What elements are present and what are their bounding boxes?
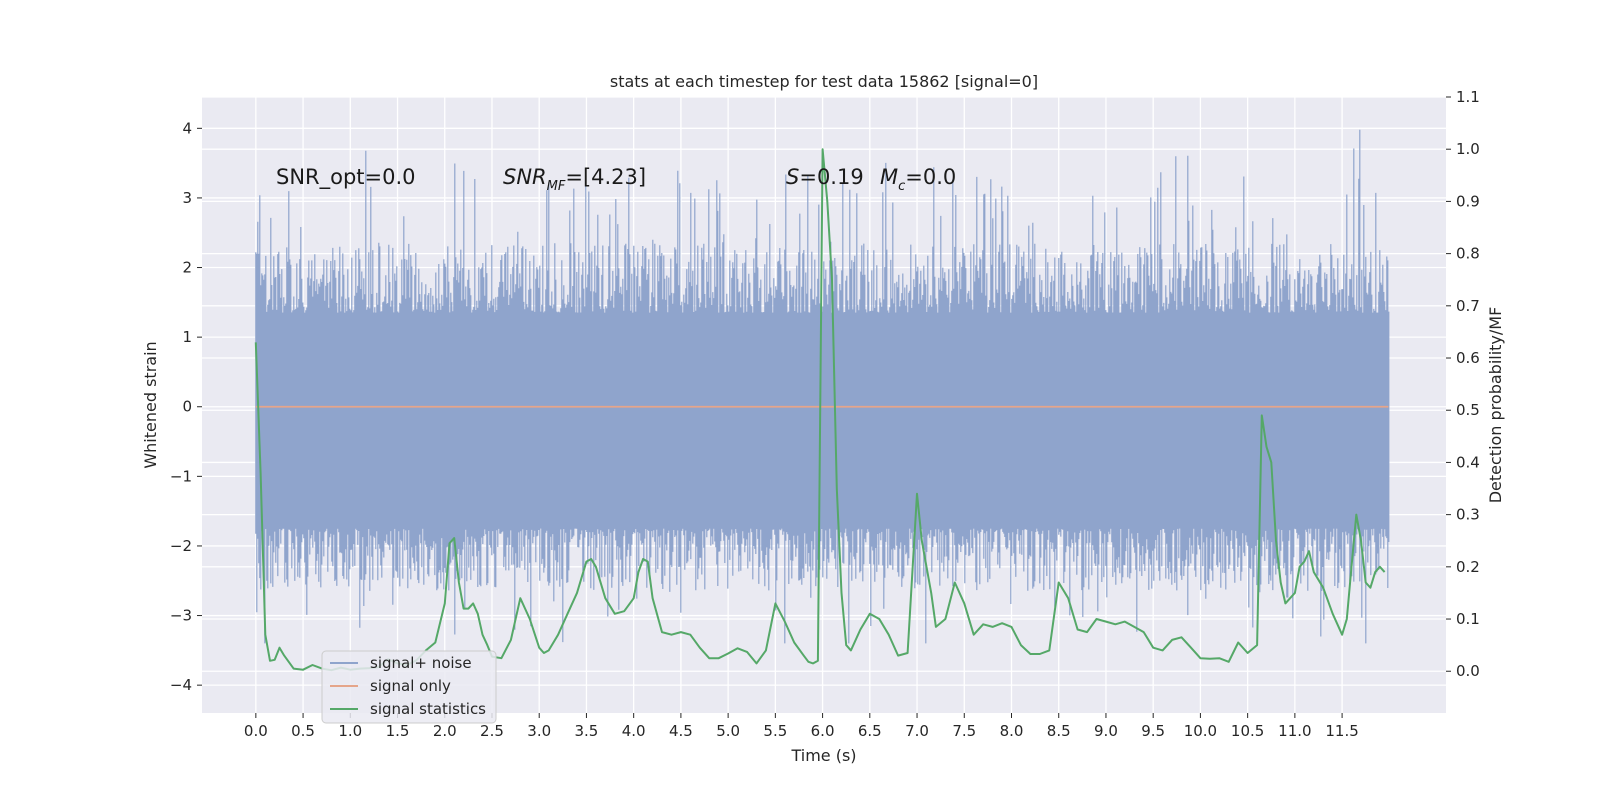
annotation-snr-mf-subscript: MF bbox=[547, 179, 566, 194]
x-tick-label: 11.5 bbox=[1325, 722, 1358, 740]
y-tick-label-right: 0.4 bbox=[1456, 453, 1480, 471]
x-tick-label: 1.5 bbox=[386, 722, 410, 740]
y-tick-label-left: −1 bbox=[170, 467, 192, 485]
y-tick-label-left: 4 bbox=[182, 119, 192, 137]
x-tick-label: 3.0 bbox=[527, 722, 551, 740]
y-tick-label-left: 1 bbox=[182, 328, 192, 346]
annotation-mc-subscript: c bbox=[898, 179, 905, 194]
statistic-series-layer bbox=[254, 148, 1386, 672]
annotation-snr-mf: SNRMF=[4.23] bbox=[503, 165, 646, 194]
x-tick-label: 10.5 bbox=[1231, 722, 1264, 740]
signal-statistics-line bbox=[254, 148, 1386, 672]
legend-label-signal-only: signal only bbox=[370, 677, 451, 695]
annotation-mc: Mc=0.0 bbox=[880, 165, 956, 194]
y-tick-label-right: 1.0 bbox=[1456, 140, 1480, 158]
x-tick-label: 9.0 bbox=[1094, 722, 1118, 740]
y-tick-label-left: −4 bbox=[170, 676, 192, 694]
legend-label-signal-statistics: signal statistics bbox=[370, 700, 486, 718]
legend-label-signal-noise: signal+ noise bbox=[370, 654, 472, 672]
x-tick-label: 1.0 bbox=[338, 722, 362, 740]
x-tick-label: 11.0 bbox=[1278, 722, 1311, 740]
x-tick-label: 0.5 bbox=[291, 722, 315, 740]
x-tick-label: 6.5 bbox=[858, 722, 882, 740]
y-tick-label-right: 0.7 bbox=[1456, 297, 1480, 315]
x-tick-label: 2.0 bbox=[433, 722, 457, 740]
ticks-layer: 0.0 0.5 1.0 1.5 2.0 2.5 3.0 3.5 4.0 4.5 5.0 5.5 6.0 6… bbox=[170, 88, 1480, 740]
legend: signal+ noise signal only signal statist… bbox=[321, 650, 497, 724]
annotation-s-value: =0.19 bbox=[799, 165, 863, 189]
legend-box bbox=[321, 650, 497, 724]
x-tick-label: 5.0 bbox=[716, 722, 740, 740]
x-tick-label: 7.5 bbox=[952, 722, 976, 740]
y-tick-label-right: 1.1 bbox=[1456, 88, 1480, 106]
x-tick-label: 0.0 bbox=[244, 722, 268, 740]
x-tick-label: 9.5 bbox=[1141, 722, 1165, 740]
noise-series-layer bbox=[255, 129, 1390, 644]
annotation-snr-opt: SNR_opt=0.0 bbox=[276, 165, 416, 190]
y-tick-label-right: 0.1 bbox=[1456, 610, 1480, 628]
y-tick-label-right: 0.2 bbox=[1456, 558, 1480, 576]
y-axis-label-right: Detection probability/MF bbox=[1486, 307, 1505, 504]
y-axis-label-left: Whitened strain bbox=[141, 341, 160, 468]
x-axis-label: Time (s) bbox=[790, 746, 856, 765]
y-tick-label-right: 0.5 bbox=[1456, 401, 1480, 419]
annotation-snr-mf-value: =[4.23] bbox=[565, 165, 646, 189]
x-tick-label: 8.5 bbox=[1047, 722, 1071, 740]
annotation-mc-value: =0.0 bbox=[905, 165, 956, 189]
x-tick-label: 8.0 bbox=[1000, 722, 1024, 740]
y-tick-label-right: 0.8 bbox=[1456, 245, 1480, 263]
y-tick-label-left: −2 bbox=[170, 537, 192, 555]
y-tick-label-left: −3 bbox=[170, 607, 192, 625]
chart-title: stats at each timestep for test data 158… bbox=[610, 72, 1038, 91]
x-tick-label: 10.0 bbox=[1184, 722, 1217, 740]
y-tick-label-left: 2 bbox=[182, 259, 192, 277]
x-tick-label: 4.5 bbox=[669, 722, 693, 740]
y-tick-label-right: 0.0 bbox=[1456, 662, 1480, 680]
y-tick-label-left: 0 bbox=[182, 398, 192, 416]
x-tick-label: 5.5 bbox=[763, 722, 787, 740]
annotation-s: S=0.19 bbox=[786, 165, 864, 189]
y-tick-label-right: 0.9 bbox=[1456, 192, 1480, 210]
annotation-snr-mf-base: SNR bbox=[503, 165, 547, 189]
y-tick-label-left: 3 bbox=[182, 189, 192, 207]
y-tick-label-right: 0.6 bbox=[1456, 349, 1480, 367]
x-tick-label: 7.0 bbox=[905, 722, 929, 740]
x-tick-label: 6.0 bbox=[811, 722, 835, 740]
annotation-mc-base: M bbox=[880, 165, 898, 189]
x-tick-label: 4.0 bbox=[622, 722, 646, 740]
annotation-s-base: S bbox=[786, 165, 799, 189]
x-tick-label: 2.5 bbox=[480, 722, 504, 740]
x-tick-label: 3.5 bbox=[575, 722, 599, 740]
y-tick-label-right: 0.3 bbox=[1456, 506, 1480, 524]
